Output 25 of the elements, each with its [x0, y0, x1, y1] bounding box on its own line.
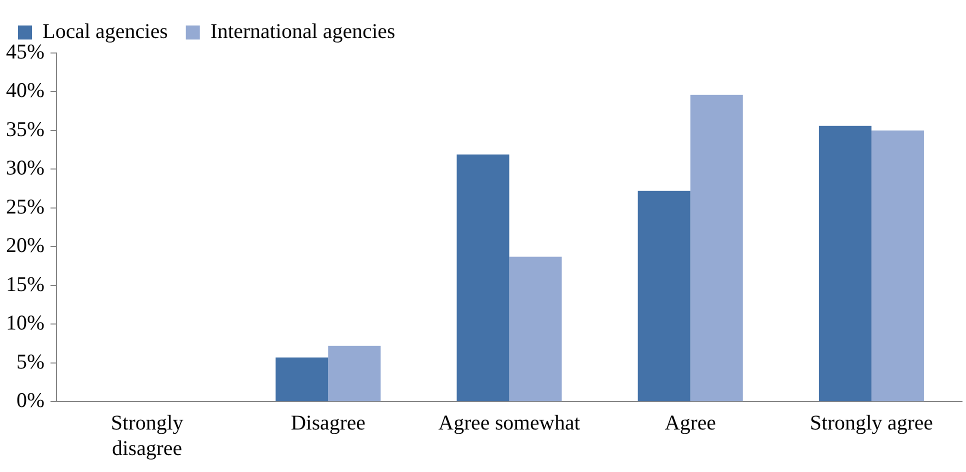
y-tick-label: 15%	[6, 272, 44, 296]
x-tick-label: Disagree	[290, 410, 366, 435]
x-tick-label: Strongly disagree	[110, 410, 184, 460]
x-tick-label: Strongly agree	[810, 410, 933, 435]
y-tick-label: 25%	[6, 194, 44, 218]
bar	[456, 154, 510, 402]
bar	[690, 94, 743, 402]
bar	[871, 130, 924, 402]
y-tick-label: 20%	[6, 233, 44, 258]
legend-label: Local agencies	[42, 19, 168, 44]
bar	[328, 346, 381, 402]
y-tick-label: 35%	[6, 116, 44, 141]
x-tick-label: Agree	[664, 410, 716, 435]
y-tick-label: 10%	[6, 310, 44, 335]
bar	[276, 357, 328, 402]
y-tick-label: 40%	[6, 78, 44, 102]
legend-label: International agencies	[210, 19, 396, 44]
y-tick-label: 5%	[16, 349, 44, 374]
y-tick-label: 0%	[16, 388, 44, 412]
bar	[509, 256, 562, 402]
bar	[638, 190, 690, 402]
bar	[818, 126, 872, 402]
y-tick-label: 30%	[6, 156, 44, 180]
y-tick-label: 45%	[6, 40, 44, 64]
x-tick-label: Agree somewhat	[438, 410, 580, 435]
